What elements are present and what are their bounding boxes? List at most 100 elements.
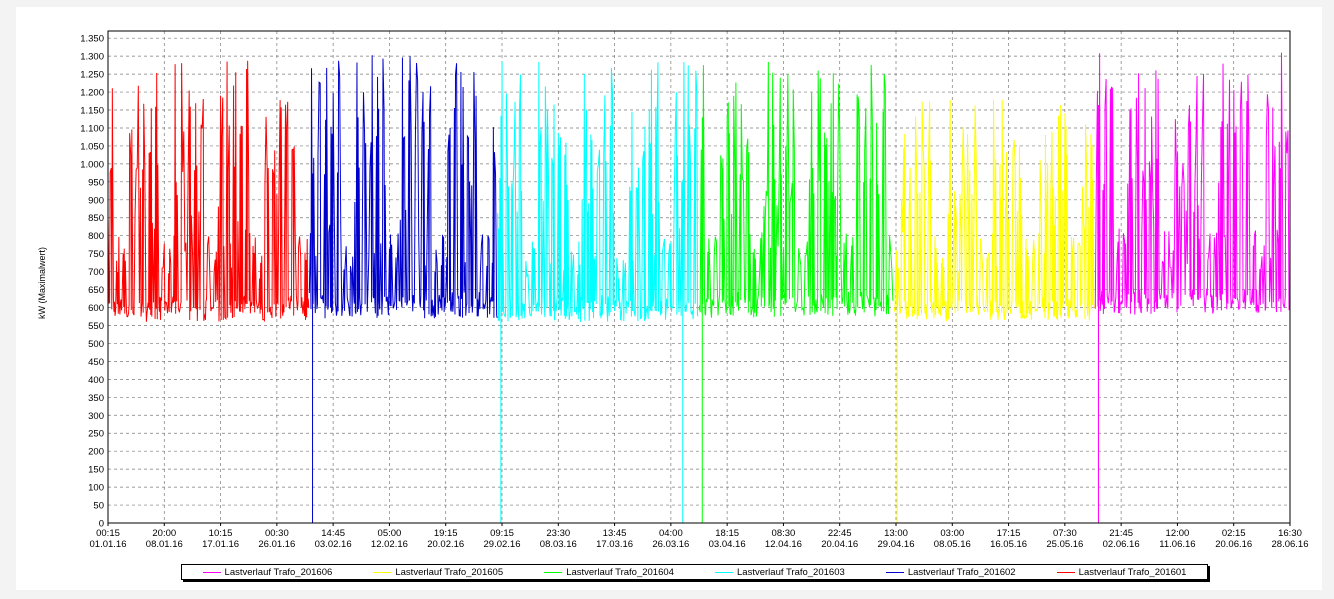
- x-tick-date: 16.05.16: [990, 539, 1027, 550]
- x-tick-date: 29.02.16: [484, 539, 521, 550]
- y-tick-label: 1.100: [80, 123, 104, 134]
- x-tick-date: 12.02.16: [371, 539, 408, 550]
- y-tick-label: 850: [88, 213, 104, 224]
- x-tick-date: 29.04.16: [878, 539, 915, 550]
- y-tick-label: 750: [88, 249, 104, 260]
- x-tick-time: 13:45: [603, 528, 627, 539]
- x-tick-date: 11.06.16: [1159, 539, 1195, 550]
- legend-swatch: [202, 571, 221, 573]
- x-tick-date: 17.03.16: [596, 539, 633, 550]
- legend-item: Lastverlauf Trafo_201601: [1056, 566, 1187, 578]
- legend-item: Lastverlauf Trafo_201605: [373, 567, 503, 578]
- x-tick-time: 19:15: [434, 528, 458, 539]
- x-tick-time: 00:15: [96, 528, 120, 539]
- x-tick-date: 26.01.16: [258, 539, 295, 550]
- x-tick-date: 20.02.16: [427, 539, 464, 550]
- series-line: [497, 61, 699, 524]
- legend-label: Lastverlauf Trafo_201605: [395, 566, 504, 578]
- series-line: [698, 61, 894, 524]
- legend: Lastverlauf Trafo_201606 Lastverlauf Traf…: [181, 564, 1208, 580]
- x-tick-time: 20:00: [152, 528, 176, 539]
- x-tick-date: 08.03.16: [540, 539, 577, 550]
- y-tick-label: 1.200: [80, 88, 104, 99]
- x-tick-time: 00:30: [265, 528, 289, 539]
- legend-item: Lastverlauf Trafo_201603: [715, 567, 845, 578]
- legend-label: Lastverlauf Trafo_201603: [737, 566, 845, 578]
- y-tick-label: 100: [88, 483, 104, 494]
- legend-label: Lastverlauf Trafo_201602: [907, 566, 1016, 578]
- x-tick-time: 09:15: [490, 528, 514, 539]
- legend-item: Lastverlauf Trafo_201604: [544, 567, 674, 578]
- x-tick-date: 08.05.16: [934, 539, 971, 550]
- x-tick-date: 03.04.16: [709, 539, 746, 550]
- x-tick-time: 14:45: [321, 528, 345, 539]
- x-tick-date: 20.04.16: [821, 539, 858, 550]
- x-tick-time: 07:30: [1053, 528, 1077, 539]
- y-tick-label: 1.000: [80, 159, 104, 170]
- y-tick-label: 350: [88, 393, 104, 404]
- y-tick-label: 400: [88, 375, 104, 386]
- legend-swatch: [885, 571, 904, 573]
- x-tick-date: 28.06.16: [1272, 539, 1309, 550]
- series-line: [1094, 52, 1290, 524]
- legend-item: Lastverlauf Trafo_201602: [885, 566, 1016, 578]
- x-tick-time: 02:15: [1222, 528, 1246, 539]
- x-tick-date: 12.04.16: [765, 539, 802, 550]
- y-tick-label: 450: [88, 357, 104, 368]
- legend-swatch: [544, 571, 563, 573]
- x-tick-time: 16:30: [1278, 528, 1302, 539]
- y-tick-label: 200: [88, 447, 104, 458]
- y-tick-label: 600: [88, 303, 104, 314]
- legend-label: Lastverlauf Trafo_201601: [1078, 566, 1187, 578]
- x-tick-date: 02.06.16: [1103, 539, 1140, 550]
- x-tick-time: 04:00: [659, 528, 683, 539]
- x-tick-time: 10:15: [209, 528, 233, 539]
- y-tick-label: 1.350: [80, 34, 104, 45]
- y-tick-label: 50: [93, 501, 104, 512]
- x-tick-date: 01.01.16: [90, 539, 127, 550]
- series-line: [308, 55, 498, 524]
- y-tick-label: 950: [88, 177, 104, 188]
- y-tick-label: 1.050: [80, 141, 104, 152]
- y-tick-label: 1.150: [80, 106, 104, 117]
- x-tick-time: 21:45: [1109, 528, 1133, 539]
- legend-label: Lastverlauf Trafo_201604: [566, 566, 674, 578]
- x-tick-time: 18:15: [715, 528, 739, 539]
- y-tick-label: 900: [88, 195, 104, 206]
- chart-panel: kW (Maximalwert) 0 50 100 150 200 250 300 350 40…: [16, 7, 1322, 590]
- legend-item: Lastverlauf Trafo_201606: [202, 566, 333, 578]
- y-tick-label: 1.300: [80, 52, 104, 63]
- y-tick-label: 250: [88, 429, 104, 440]
- y-tick-label: 0: [99, 519, 104, 530]
- x-tick-date: 17.01.16: [202, 539, 239, 550]
- x-tick-time: 05:00: [378, 528, 402, 539]
- y-tick-label: 800: [88, 231, 104, 242]
- series-line: [107, 60, 310, 323]
- x-tick-date: 03.02.16: [315, 539, 352, 550]
- x-tick-date: 25.05.16: [1046, 539, 1083, 550]
- x-tick-date: 26.03.16: [652, 539, 689, 550]
- y-tick-label: 500: [88, 339, 104, 350]
- x-tick-time: 22:45: [828, 528, 852, 539]
- series-line: [893, 99, 1095, 524]
- y-tick-label: 650: [88, 285, 104, 296]
- legend-swatch: [373, 571, 392, 573]
- legend-label: Lastverlauf Trafo_201606: [224, 566, 333, 578]
- plot-frame: [107, 30, 1291, 524]
- legend-swatch: [1056, 571, 1075, 573]
- legend-swatch: [715, 571, 734, 573]
- y-tick-label: 550: [88, 321, 104, 332]
- x-tick-time: 23:30: [546, 528, 570, 539]
- chart-svg: kW (Maximalwert) 0 50 100 150 200 250 300 350 40…: [37, 30, 1309, 550]
- x-tick-time: 17:15: [997, 528, 1021, 539]
- x-tick-time: 12:00: [1166, 528, 1190, 539]
- x-tick-time: 03:00: [940, 528, 964, 539]
- x-tick-date: 20.06.16: [1215, 539, 1252, 550]
- x-tick-time: 08:30: [772, 528, 796, 539]
- y-tick-label: 300: [88, 411, 104, 422]
- y-axis-label: kW (Maximalwert): [37, 247, 47, 319]
- x-tick-time: 13:00: [884, 528, 908, 539]
- y-tick-label: 150: [88, 465, 104, 476]
- x-tick-date: 08.01.16: [146, 539, 183, 550]
- y-tick-label: 700: [88, 267, 104, 278]
